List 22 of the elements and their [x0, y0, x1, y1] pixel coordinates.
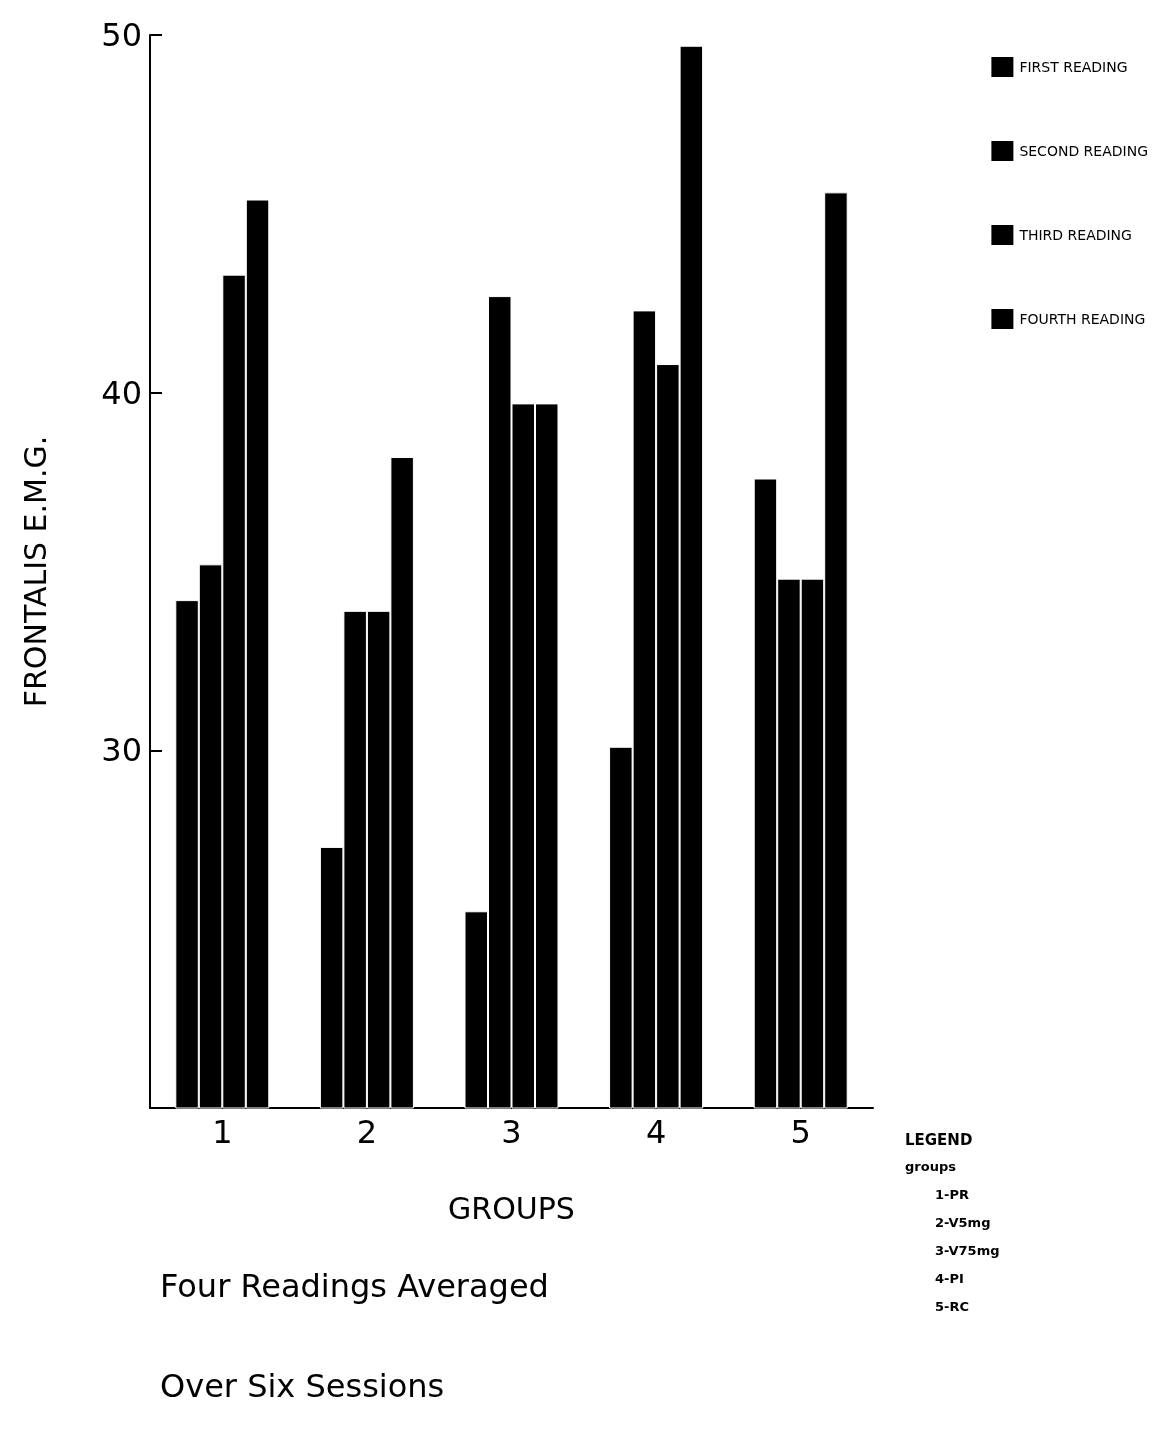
x-axis-title: GROUPS [448, 1190, 575, 1226]
y-tick-label: 30 [101, 731, 142, 770]
legend-label: FOURTH READING [1019, 311, 1146, 327]
y-tick-label: 50 [101, 16, 142, 54]
text: 1-PR [935, 1187, 969, 1202]
text: 2-V5mg [935, 1215, 991, 1230]
x-tick-label: 5 [790, 1113, 811, 1151]
legend-label: SECOND READING [1019, 143, 1149, 159]
text: 4-PI [935, 1271, 964, 1286]
text: groups [905, 1159, 957, 1174]
text: LEGEND [905, 1130, 973, 1149]
text: 3-V75mg [935, 1243, 1000, 1258]
x-tick-label: 1 [212, 1113, 233, 1151]
y-tick-label: 40 [101, 373, 142, 412]
chart-title: Four Readings Averaged Over Six Sessions [160, 1267, 549, 1405]
legend-label: THIRD READING [1018, 227, 1132, 243]
x-tick-label: 3 [501, 1113, 522, 1151]
text: 5-RC [935, 1299, 969, 1314]
x-tick-label: 4 [645, 1113, 667, 1151]
legend-label: FIRST READING [1019, 59, 1128, 75]
x-tick-label: 2 [356, 1113, 378, 1151]
y-axis-title: FRONTALIS E.M.G. [17, 435, 53, 708]
